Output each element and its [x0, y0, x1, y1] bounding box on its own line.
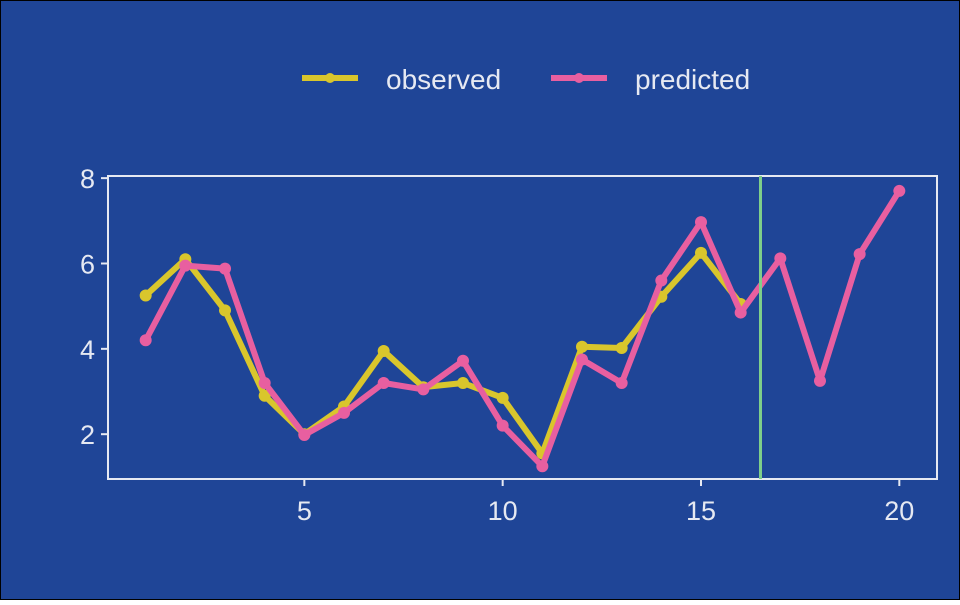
data-point-predicted [813, 374, 826, 387]
data-point-observed [694, 246, 707, 259]
data-point-predicted [258, 376, 271, 389]
data-point-observed [258, 389, 271, 402]
data-point-predicted [774, 252, 787, 265]
data-point-predicted [496, 419, 509, 432]
data-point-predicted [853, 248, 866, 261]
data-point-observed [575, 340, 588, 353]
data-point-predicted [139, 334, 152, 347]
data-point-predicted [219, 262, 232, 275]
series-line-observed [142, 249, 744, 457]
data-point-predicted [298, 429, 311, 442]
data-point-observed [457, 376, 470, 389]
legend-item-predicted: predicted [551, 64, 750, 95]
data-point-predicted [536, 460, 549, 473]
legend-marker-observed [325, 73, 335, 83]
legend: observed predicted [302, 64, 750, 95]
data-point-observed [139, 289, 152, 302]
data-point-observed [219, 304, 232, 317]
data-point-predicted [457, 354, 470, 367]
data-point-predicted [338, 406, 351, 419]
data-point-observed [615, 341, 628, 354]
x-tick-label: 20 [884, 496, 914, 526]
data-point-predicted [655, 274, 668, 287]
x-tick-label: 5 [297, 496, 312, 526]
legend-item-observed: observed [302, 64, 501, 95]
legend-label-observed: observed [386, 64, 501, 95]
x-tick-label: 15 [686, 496, 716, 526]
y-tick-label: 6 [80, 249, 95, 279]
data-point-predicted [575, 353, 588, 366]
plot-area: 5 10 15 20 2 4 6 8 [80, 164, 938, 526]
data-point-observed [377, 344, 390, 357]
data-point-predicted [694, 216, 707, 229]
y-tick-label: 4 [80, 335, 95, 365]
legend-marker-predicted [574, 73, 584, 83]
data-point-predicted [377, 376, 390, 389]
y-tick-label: 2 [80, 420, 95, 450]
data-point-observed [496, 391, 509, 404]
data-point-predicted [417, 383, 430, 396]
plot-frame [107, 175, 938, 480]
data-point-predicted [615, 376, 628, 389]
data-point-predicted [893, 184, 906, 197]
y-tick-label: 8 [80, 164, 95, 194]
legend-label-predicted: predicted [635, 64, 750, 95]
data-point-predicted [179, 259, 192, 272]
series-line-predicted [142, 187, 903, 470]
data-point-predicted [734, 306, 747, 319]
x-tick-label: 10 [488, 496, 518, 526]
